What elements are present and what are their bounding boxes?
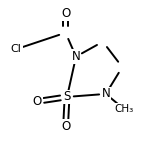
Text: N: N: [102, 87, 110, 100]
Text: O: O: [33, 95, 42, 108]
Text: Cl: Cl: [11, 44, 22, 54]
Text: S: S: [63, 90, 71, 103]
Text: CH₃: CH₃: [114, 104, 133, 114]
Text: O: O: [61, 120, 70, 133]
Text: O: O: [61, 7, 70, 20]
Text: N: N: [72, 50, 80, 63]
